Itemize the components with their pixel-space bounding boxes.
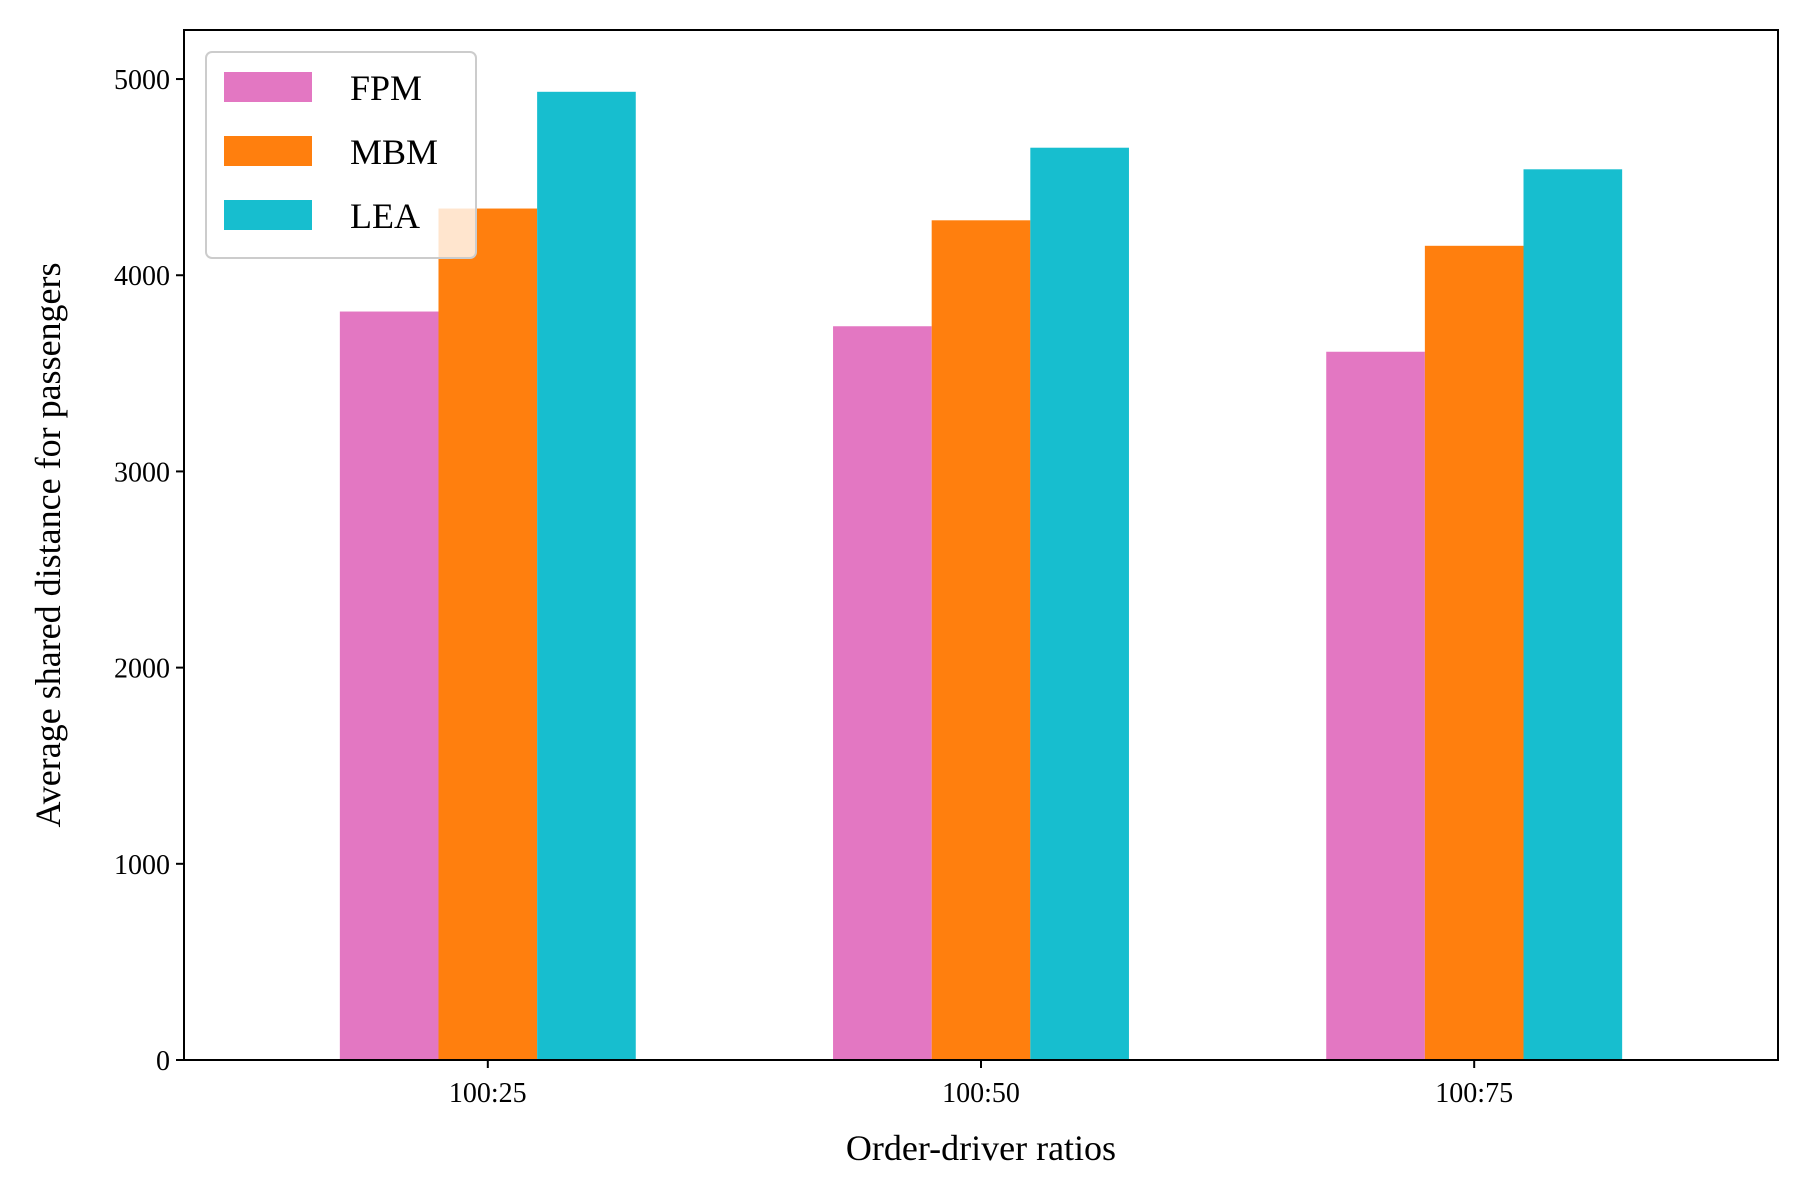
bar-mbm-100-75 — [1424, 245, 1524, 1061]
x-tick-label: 100:75 — [1435, 1078, 1513, 1109]
y-axis-ticks: 0 1000 2000 3000 4000 5000 — [114, 65, 184, 1077]
legend-swatch-lea — [224, 200, 312, 230]
bar-fpm-100-50 — [833, 326, 932, 1060]
legend-label-mbm: MBM — [350, 132, 438, 172]
y-tick-label: 5000 — [114, 65, 170, 96]
bar-fpm-100-75 — [1326, 351, 1425, 1060]
y-tick-label: 4000 — [114, 261, 170, 292]
bar-mbm-100-50 — [931, 220, 1031, 1061]
y-tick-label: 0 — [156, 1046, 170, 1077]
bars-group — [339, 91, 1623, 1061]
y-tick-label: 1000 — [114, 850, 170, 881]
legend-label-fpm: FPM — [350, 68, 422, 108]
legend-swatch-fpm — [224, 72, 312, 102]
x-tick-label: 100:50 — [942, 1078, 1020, 1109]
y-tick-label: 3000 — [114, 457, 170, 488]
bar-fpm-100-25 — [339, 311, 439, 1060]
x-tick-label: 100:25 — [449, 1078, 527, 1109]
y-axis-label: Average shared distance for passengers — [28, 262, 68, 827]
bar-mbm-100-25 — [438, 208, 538, 1061]
legend: FPM MBM LEA — [205, 51, 477, 259]
legend-label-lea: LEA — [350, 196, 420, 236]
bar-lea-100-75 — [1523, 169, 1623, 1061]
legend-swatch-mbm — [224, 136, 312, 166]
x-axis-ticks: 100:25 100:50 100:75 — [449, 1060, 1513, 1109]
bar-lea-100-50 — [1030, 147, 1129, 1060]
x-axis-label: Order-driver ratios — [846, 1128, 1116, 1168]
bar-lea-100-25 — [537, 91, 636, 1061]
y-tick-label: 2000 — [114, 654, 170, 685]
